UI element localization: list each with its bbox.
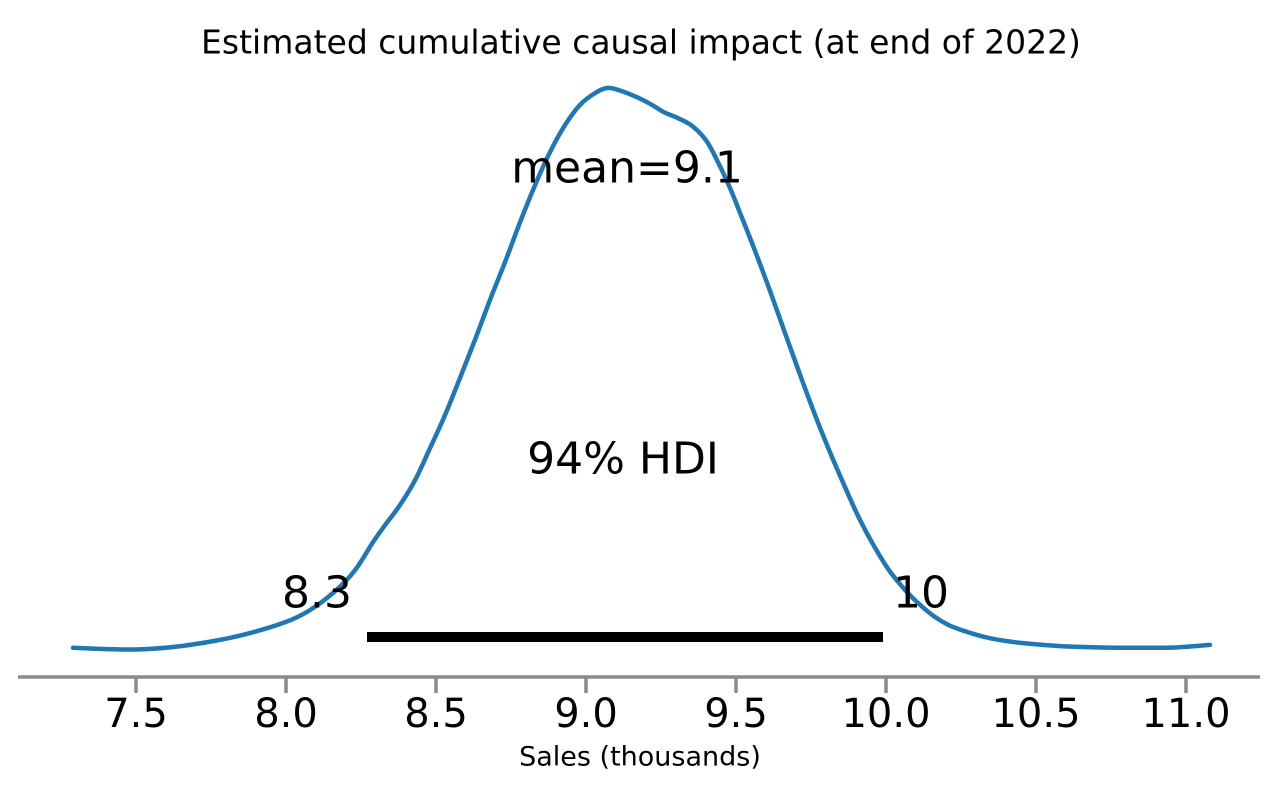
x-tick-label: 10.5	[991, 691, 1081, 737]
hdi-upper-label: 10	[893, 567, 949, 619]
x-axis-label: Sales (thousands)	[519, 741, 761, 773]
x-tick-label: 9.5	[704, 691, 768, 737]
mean-annotation: mean=9.1	[511, 142, 743, 194]
x-tick-label: 8.0	[254, 691, 318, 737]
x-tick-label: 11.0	[1141, 691, 1231, 737]
hdi-annotation: 94% HDI	[527, 433, 719, 485]
x-tick-label: 10.0	[841, 691, 931, 737]
hdi-lower-label: 8.3	[282, 567, 352, 619]
x-tick-label: 9.0	[554, 691, 618, 737]
x-tick-label: 8.5	[404, 691, 468, 737]
chart-title: Estimated cumulative causal impact (at e…	[201, 22, 1081, 62]
density-curve	[70, 85, 1213, 652]
x-tick-label: 7.5	[104, 691, 168, 737]
